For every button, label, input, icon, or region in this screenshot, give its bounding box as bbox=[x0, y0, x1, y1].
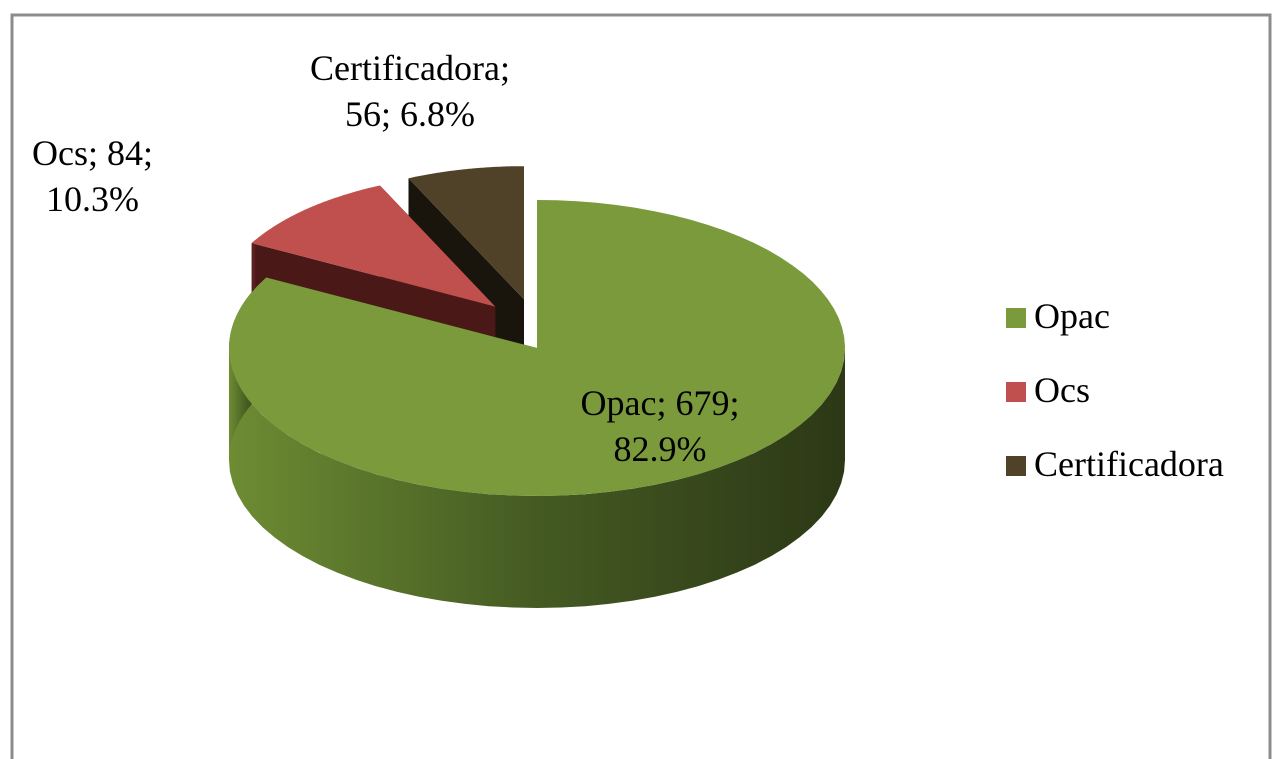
data-label: Certificadora; 56; 6.8% bbox=[310, 48, 510, 134]
chart-border bbox=[10, 13, 1272, 759]
legend-label: Opac bbox=[1034, 296, 1110, 336]
legend-label: Ocs bbox=[1034, 370, 1090, 410]
legend-label: Certificadora bbox=[1034, 444, 1224, 484]
legend-swatch bbox=[1006, 382, 1026, 402]
pie-slice bbox=[408, 166, 524, 300]
pie-slice bbox=[229, 200, 846, 496]
data-label: Ocs; 84; 10.3% bbox=[32, 133, 153, 219]
pie-slice bbox=[251, 185, 496, 307]
legend-swatch bbox=[1006, 456, 1026, 476]
legend-swatch bbox=[1006, 308, 1026, 328]
data-label: Opac; 679; 82.9% bbox=[580, 383, 740, 469]
slice-side bbox=[229, 348, 845, 608]
